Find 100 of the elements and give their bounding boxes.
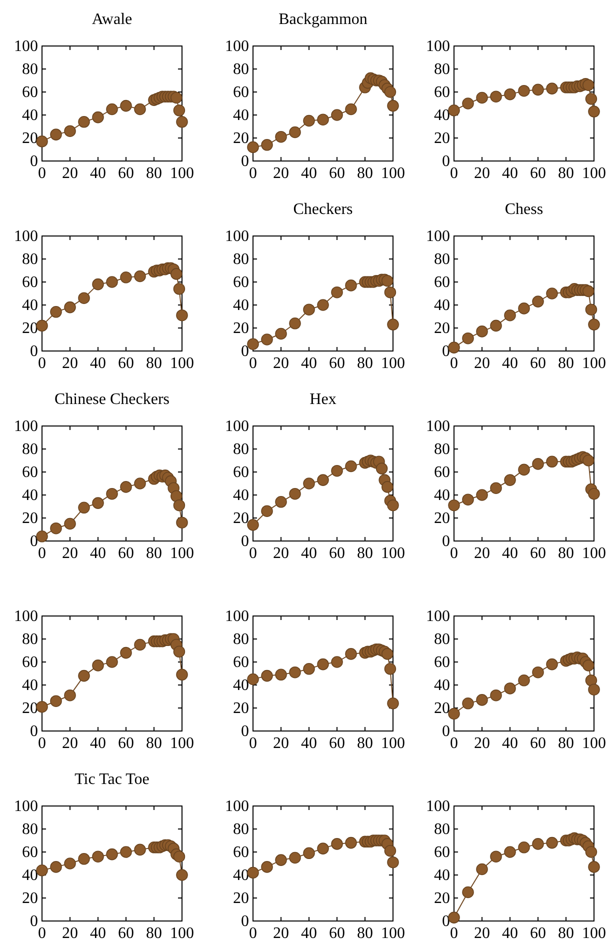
- point: [134, 103, 146, 116]
- point: [78, 502, 90, 514]
- x-tick-label: 60: [329, 925, 345, 942]
- point: [261, 670, 273, 682]
- point: [50, 128, 62, 140]
- x-tick-label: 20: [62, 735, 78, 752]
- y-tick-label: 60: [22, 84, 38, 101]
- x-tick-label: 20: [273, 545, 289, 562]
- x-tick-label: 20: [474, 925, 490, 942]
- x-tick-label: 20: [62, 165, 78, 182]
- x-tick-label: 40: [502, 545, 518, 562]
- x-tick-label: 40: [502, 735, 518, 752]
- point: [376, 462, 388, 474]
- point: [518, 84, 530, 97]
- point: [176, 668, 188, 681]
- x-tick-label: 80: [146, 355, 162, 372]
- x-tick-label: 100: [582, 355, 606, 372]
- x-tick-label: 100: [170, 165, 194, 182]
- point: [317, 299, 329, 311]
- chart-title: Chess: [504, 201, 544, 218]
- point: [518, 842, 530, 854]
- point: [387, 698, 399, 710]
- y-tick-label: 100: [426, 608, 450, 625]
- y-tick-label: 20: [22, 510, 38, 527]
- point: [345, 648, 357, 660]
- chart-title: Backgammon: [278, 11, 368, 28]
- point: [173, 646, 186, 658]
- point: [518, 302, 530, 314]
- y-tick-label: 20: [22, 890, 38, 907]
- point: [476, 863, 488, 876]
- y-tick-label: 40: [22, 107, 38, 124]
- y-tick-label: 40: [434, 677, 450, 694]
- y-tick-label: 0: [30, 343, 38, 360]
- point: [317, 114, 329, 126]
- chart-title: Chinese Checkers: [54, 391, 170, 408]
- point: [585, 93, 598, 105]
- point: [50, 695, 62, 707]
- x-tick-label: 40: [90, 545, 106, 562]
- x-tick-label: 80: [146, 735, 162, 752]
- point: [303, 114, 315, 127]
- point: [387, 499, 399, 512]
- point: [582, 660, 594, 672]
- point: [476, 326, 488, 338]
- point: [92, 497, 104, 509]
- point: [275, 668, 287, 681]
- x-tick-label: 20: [62, 355, 78, 372]
- x-tick-label: 80: [558, 355, 574, 372]
- point: [134, 638, 146, 651]
- y-tick-label: 60: [22, 274, 38, 291]
- y-tick-label: 40: [22, 297, 38, 314]
- point: [448, 342, 460, 354]
- y-tick-label: 60: [22, 844, 38, 861]
- point: [120, 272, 132, 284]
- point: [78, 292, 90, 304]
- point: [582, 285, 594, 298]
- point: [490, 320, 502, 332]
- point: [331, 109, 343, 121]
- x-tick-label: 100: [170, 355, 194, 372]
- x-tick-label: 80: [357, 735, 373, 752]
- y-tick-label: 80: [22, 251, 38, 268]
- y-tick-label: 60: [434, 844, 450, 861]
- point: [546, 82, 558, 94]
- x-tick-label: 60: [530, 925, 546, 942]
- point: [345, 280, 357, 292]
- x-tick-label: 40: [502, 925, 518, 942]
- point: [504, 846, 516, 858]
- point: [317, 842, 329, 854]
- point: [275, 496, 287, 508]
- point: [36, 864, 48, 876]
- point: [261, 139, 273, 151]
- y-tick-label: 60: [233, 844, 249, 861]
- point: [490, 90, 502, 102]
- x-tick-label: 60: [118, 735, 134, 752]
- x-tick-label: 20: [273, 735, 289, 752]
- y-tick-label: 100: [225, 38, 249, 55]
- point: [261, 334, 273, 346]
- point: [448, 104, 460, 116]
- point: [64, 125, 76, 137]
- x-tick-label: 100: [381, 165, 405, 182]
- x-tick-label: 40: [301, 355, 317, 372]
- y-tick-label: 40: [233, 107, 249, 124]
- y-tick-label: 0: [241, 533, 249, 550]
- x-tick-label: 100: [170, 925, 194, 942]
- point: [345, 103, 357, 116]
- y-tick-label: 100: [14, 418, 38, 435]
- x-tick-label: 40: [90, 735, 106, 752]
- point: [387, 318, 399, 330]
- point: [448, 708, 460, 720]
- x-tick-label: 40: [502, 355, 518, 372]
- point: [490, 482, 502, 494]
- point: [247, 338, 259, 350]
- chart-title: Tic Tac Toe: [74, 771, 150, 788]
- x-tick-label: 80: [146, 925, 162, 942]
- y-tick-label: 0: [30, 153, 38, 170]
- point: [382, 648, 394, 660]
- x-tick-label: 60: [329, 165, 345, 182]
- x-tick-label: 80: [558, 925, 574, 942]
- x-tick-label: 40: [301, 545, 317, 562]
- point: [120, 100, 132, 112]
- y-tick-label: 80: [233, 631, 249, 648]
